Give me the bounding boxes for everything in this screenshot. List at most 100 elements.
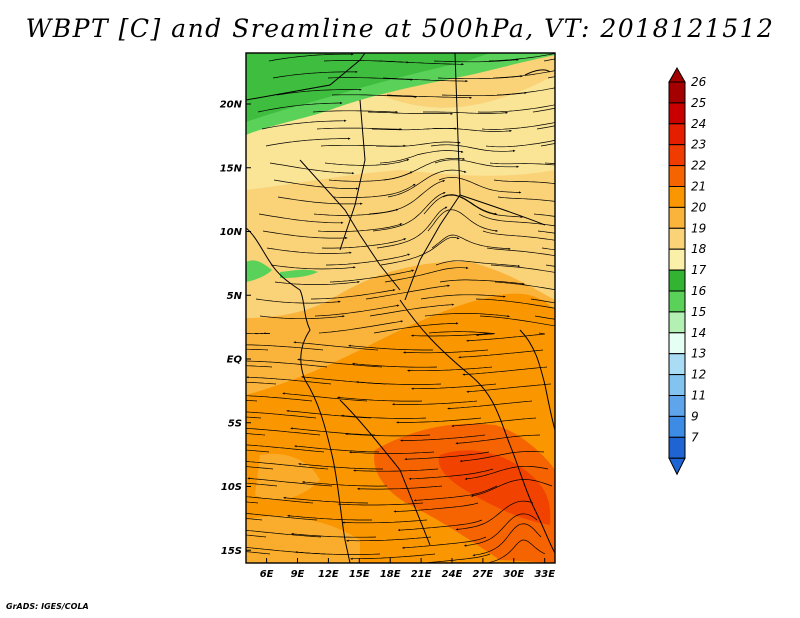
streamline bbox=[488, 53, 555, 62]
streamline bbox=[246, 466, 274, 470]
streamline bbox=[255, 298, 341, 304]
colorbar-label: 24 bbox=[691, 117, 706, 131]
streamline bbox=[311, 289, 396, 300]
streamline bbox=[459, 451, 545, 463]
streamline bbox=[290, 427, 376, 436]
streamline bbox=[393, 502, 479, 513]
streamline bbox=[368, 180, 446, 215]
streamline bbox=[462, 366, 548, 376]
colorbar-swatch bbox=[668, 332, 686, 355]
colorbar-label: 16 bbox=[691, 284, 707, 298]
streamline bbox=[458, 349, 544, 359]
lon-tick-label: 27E bbox=[473, 569, 494, 580]
streamline bbox=[246, 496, 314, 504]
streamline bbox=[485, 139, 555, 148]
colorbar-label: 13 bbox=[691, 347, 706, 361]
streamline bbox=[246, 400, 258, 402]
streamline bbox=[533, 213, 555, 217]
streamline bbox=[376, 206, 448, 249]
streamline bbox=[257, 101, 343, 113]
streamline bbox=[536, 125, 555, 130]
streamline bbox=[246, 461, 329, 470]
map-frame bbox=[245, 52, 556, 564]
streamline bbox=[496, 87, 555, 96]
streamline bbox=[348, 344, 433, 351]
streamline bbox=[367, 111, 454, 115]
credit-label: GrADS: IGES/COLA bbox=[6, 602, 89, 611]
longitude-axis: 6E 9E 12E 15E 18E 21E 24E 27E 30E 33E bbox=[260, 558, 555, 580]
streamline bbox=[344, 432, 431, 437]
colorbar-swatch bbox=[668, 227, 686, 250]
border-5 bbox=[399, 299, 511, 446]
colorbar-top-arrow bbox=[668, 66, 686, 83]
streamline bbox=[479, 315, 555, 327]
border-4 bbox=[459, 194, 546, 226]
streamline bbox=[430, 144, 516, 153]
colorbar-swatch bbox=[668, 165, 686, 188]
streamline bbox=[464, 465, 549, 480]
streamline bbox=[475, 298, 555, 309]
streamline bbox=[331, 94, 418, 98]
streamline bbox=[332, 183, 416, 198]
colorbar-swatch bbox=[668, 248, 686, 271]
streamline bbox=[246, 444, 325, 453]
streamline bbox=[276, 88, 362, 96]
lat-tick-label: EQ bbox=[227, 355, 243, 366]
lat-tick-label: 5N bbox=[227, 291, 243, 302]
colorbar-label: 12 bbox=[691, 368, 706, 382]
streamline bbox=[420, 294, 506, 300]
streamline bbox=[387, 169, 467, 198]
streamline bbox=[421, 553, 491, 563]
colorbar-swatch bbox=[668, 102, 686, 125]
colorbar-label: 20 bbox=[691, 200, 707, 214]
colorbar-label: 19 bbox=[691, 221, 706, 235]
streamline bbox=[478, 213, 555, 227]
east-lake-shore bbox=[519, 329, 555, 431]
streamline bbox=[336, 396, 423, 402]
streamline bbox=[482, 230, 555, 241]
streamline bbox=[246, 381, 277, 385]
border-2 bbox=[299, 159, 401, 291]
colorbar-swatch bbox=[668, 290, 686, 313]
streamline bbox=[246, 416, 262, 419]
streamline bbox=[294, 551, 381, 555]
colorbar-swatch bbox=[668, 415, 686, 438]
lat-tick-label: 20N bbox=[220, 100, 243, 111]
lon-tick-label: 6E bbox=[260, 569, 274, 580]
colorbar-label: 23 bbox=[691, 138, 706, 152]
streamline bbox=[268, 53, 354, 62]
streamline bbox=[442, 194, 524, 219]
streamline bbox=[382, 77, 469, 83]
streamline bbox=[380, 236, 460, 266]
streamline bbox=[428, 331, 495, 337]
streamline bbox=[246, 513, 318, 521]
wbpt-west-patch bbox=[246, 260, 272, 282]
streamline bbox=[246, 518, 263, 521]
streamline bbox=[423, 111, 509, 114]
border-7 bbox=[509, 444, 555, 554]
colorbar-swatch bbox=[668, 186, 686, 208]
streamline bbox=[258, 213, 344, 224]
streamline bbox=[410, 332, 491, 337]
streamline bbox=[246, 482, 278, 487]
streamline bbox=[298, 462, 383, 470]
colorbar-swatch bbox=[668, 353, 686, 376]
streamline bbox=[486, 539, 546, 563]
wbpt-band-17 bbox=[246, 53, 490, 122]
streamline bbox=[486, 247, 555, 257]
streamline bbox=[451, 417, 537, 427]
streamline bbox=[434, 159, 520, 168]
streamline bbox=[341, 519, 428, 524]
lat-tick-label: 10N bbox=[220, 227, 243, 238]
streamline bbox=[447, 400, 533, 410]
streamline bbox=[373, 322, 459, 334]
colorbar-label: 25 bbox=[691, 96, 706, 110]
streamline bbox=[246, 411, 317, 419]
streamline bbox=[404, 451, 490, 461]
streamline bbox=[266, 247, 352, 254]
colorbar-swatch bbox=[668, 81, 686, 104]
streamline bbox=[369, 303, 455, 317]
border-3 bbox=[404, 53, 461, 301]
streamline bbox=[401, 536, 487, 549]
